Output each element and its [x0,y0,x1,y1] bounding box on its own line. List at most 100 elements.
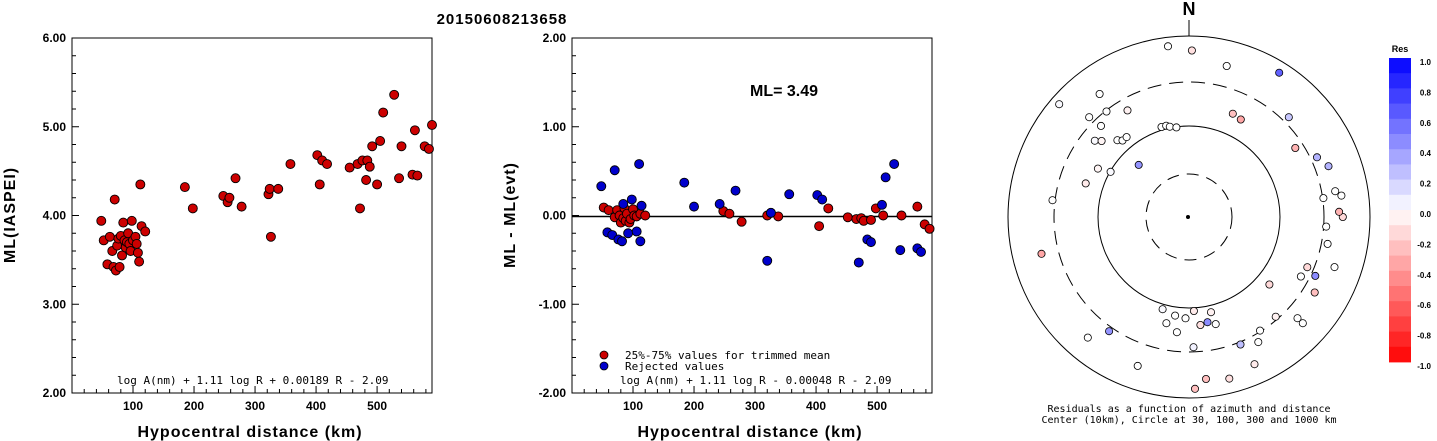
data-point [118,217,129,228]
station-marker [1187,46,1196,55]
data-point [724,208,735,219]
center-dot [1186,215,1190,219]
y-tick-label: 2.00 [43,386,67,400]
legend-label-rejected: Rejected values [625,360,724,373]
colorbar-cell [1389,255,1411,272]
station-marker [1097,121,1106,130]
colorbar-label: 0.2 [1420,180,1432,189]
data-point [412,170,423,181]
legend-marker-rejected [599,361,609,371]
data-point [889,159,900,169]
formula-text: log A(nm) + 1.11 log R - 0.00048 R - 2.0… [620,374,892,387]
data-point [389,89,400,100]
station-marker [1162,319,1171,328]
data-point [273,183,284,194]
data-point [878,210,889,221]
data-point [640,210,651,221]
data-point [765,207,776,218]
colorbar-label: -0.8 [1417,332,1431,341]
data-point [626,194,637,205]
colorbar-cell [1389,179,1411,196]
data-point [784,189,795,200]
data-point [609,165,620,176]
data-point [179,182,190,193]
station-marker [1202,374,1211,383]
data-point [236,201,247,212]
station-marker [1298,319,1307,328]
data-point [375,135,386,146]
data-point [378,107,389,118]
colorbar-label: 0.8 [1420,88,1432,97]
legend: 25%-75% values for trimmed mean Rejected… [599,349,830,373]
data-point [264,183,275,194]
data-point [285,159,296,169]
colorbar-label: 0.0 [1420,210,1432,219]
data-point [372,179,383,190]
legend-label-trimmed: 25%-75% values for trimmed mean [625,349,830,362]
point-layer [596,159,935,268]
colorbar-cell [1389,149,1411,165]
data-point [134,256,145,267]
y-tick-label: 5.00 [43,120,67,134]
station-marker [1291,143,1300,152]
x-tick-label: 200 [684,399,704,413]
data-point [736,216,747,227]
station-layer [1037,42,1347,393]
data-point [126,215,137,226]
data-point [114,262,125,272]
colorbar-title: Res [1392,44,1409,54]
station-marker [1310,288,1319,297]
y-tick-label: 2.00 [543,31,567,45]
station-marker [1083,333,1092,342]
station-marker [1236,115,1245,124]
data-point [364,161,375,172]
plot-frame [71,37,433,394]
data-point [355,203,365,214]
colorbar-label: 0.6 [1420,119,1432,128]
data-point [896,210,907,221]
y-axis-label: ML(IASPEI) [2,167,19,263]
station-marker [1207,308,1216,317]
data-point [924,223,935,234]
station-marker [1171,311,1180,320]
colorbar-cell [1389,316,1411,332]
station-marker [1337,191,1346,200]
data-point [623,228,634,239]
data-point [409,125,420,136]
ml-vs-distance-panel: 2.00 3.00 4.00 5.00 6.00 100 200 300 400 500 Hypo… [2,31,437,441]
polar-caption-line2: Center (10km), Circle at 30, 100, 300 an… [1041,415,1336,426]
colorbar-label: -0.6 [1417,301,1431,310]
y-tick-label: 1.00 [543,120,567,134]
residual-vs-distance-panel: -2.00 -1.00 0.00 1.00 2.00 100 200 300 400 500 Hy… [502,31,935,441]
x-tick-label: 300 [245,399,265,413]
data-point [394,173,405,184]
colorbar-cell [1389,270,1411,287]
x-tick-label: 500 [367,399,387,413]
station-marker [1211,320,1220,329]
point-layer [96,89,437,276]
station-marker [1296,272,1305,281]
y-tick-label: 4.00 [43,209,67,223]
data-point [866,214,876,225]
station-marker [1158,305,1167,314]
data-point [596,181,607,192]
station-marker [1133,361,1142,370]
data-point [762,255,773,266]
station-marker [1165,122,1174,131]
x-tick-label: 300 [745,399,765,413]
figure-title: 20150608213658 [437,11,568,28]
station-marker [1105,327,1114,336]
x-tick-label: 400 [806,399,826,413]
x-tick-label: 100 [623,399,643,413]
ring-30km [1145,173,1233,261]
data-point [635,236,646,247]
station-marker [1265,280,1274,289]
data-point [877,199,887,210]
data-point [224,192,235,203]
station-marker [1191,384,1200,393]
data-point [140,226,151,237]
data-point [679,177,690,188]
colorbar-cell [1389,103,1411,120]
station-marker [1225,374,1234,383]
